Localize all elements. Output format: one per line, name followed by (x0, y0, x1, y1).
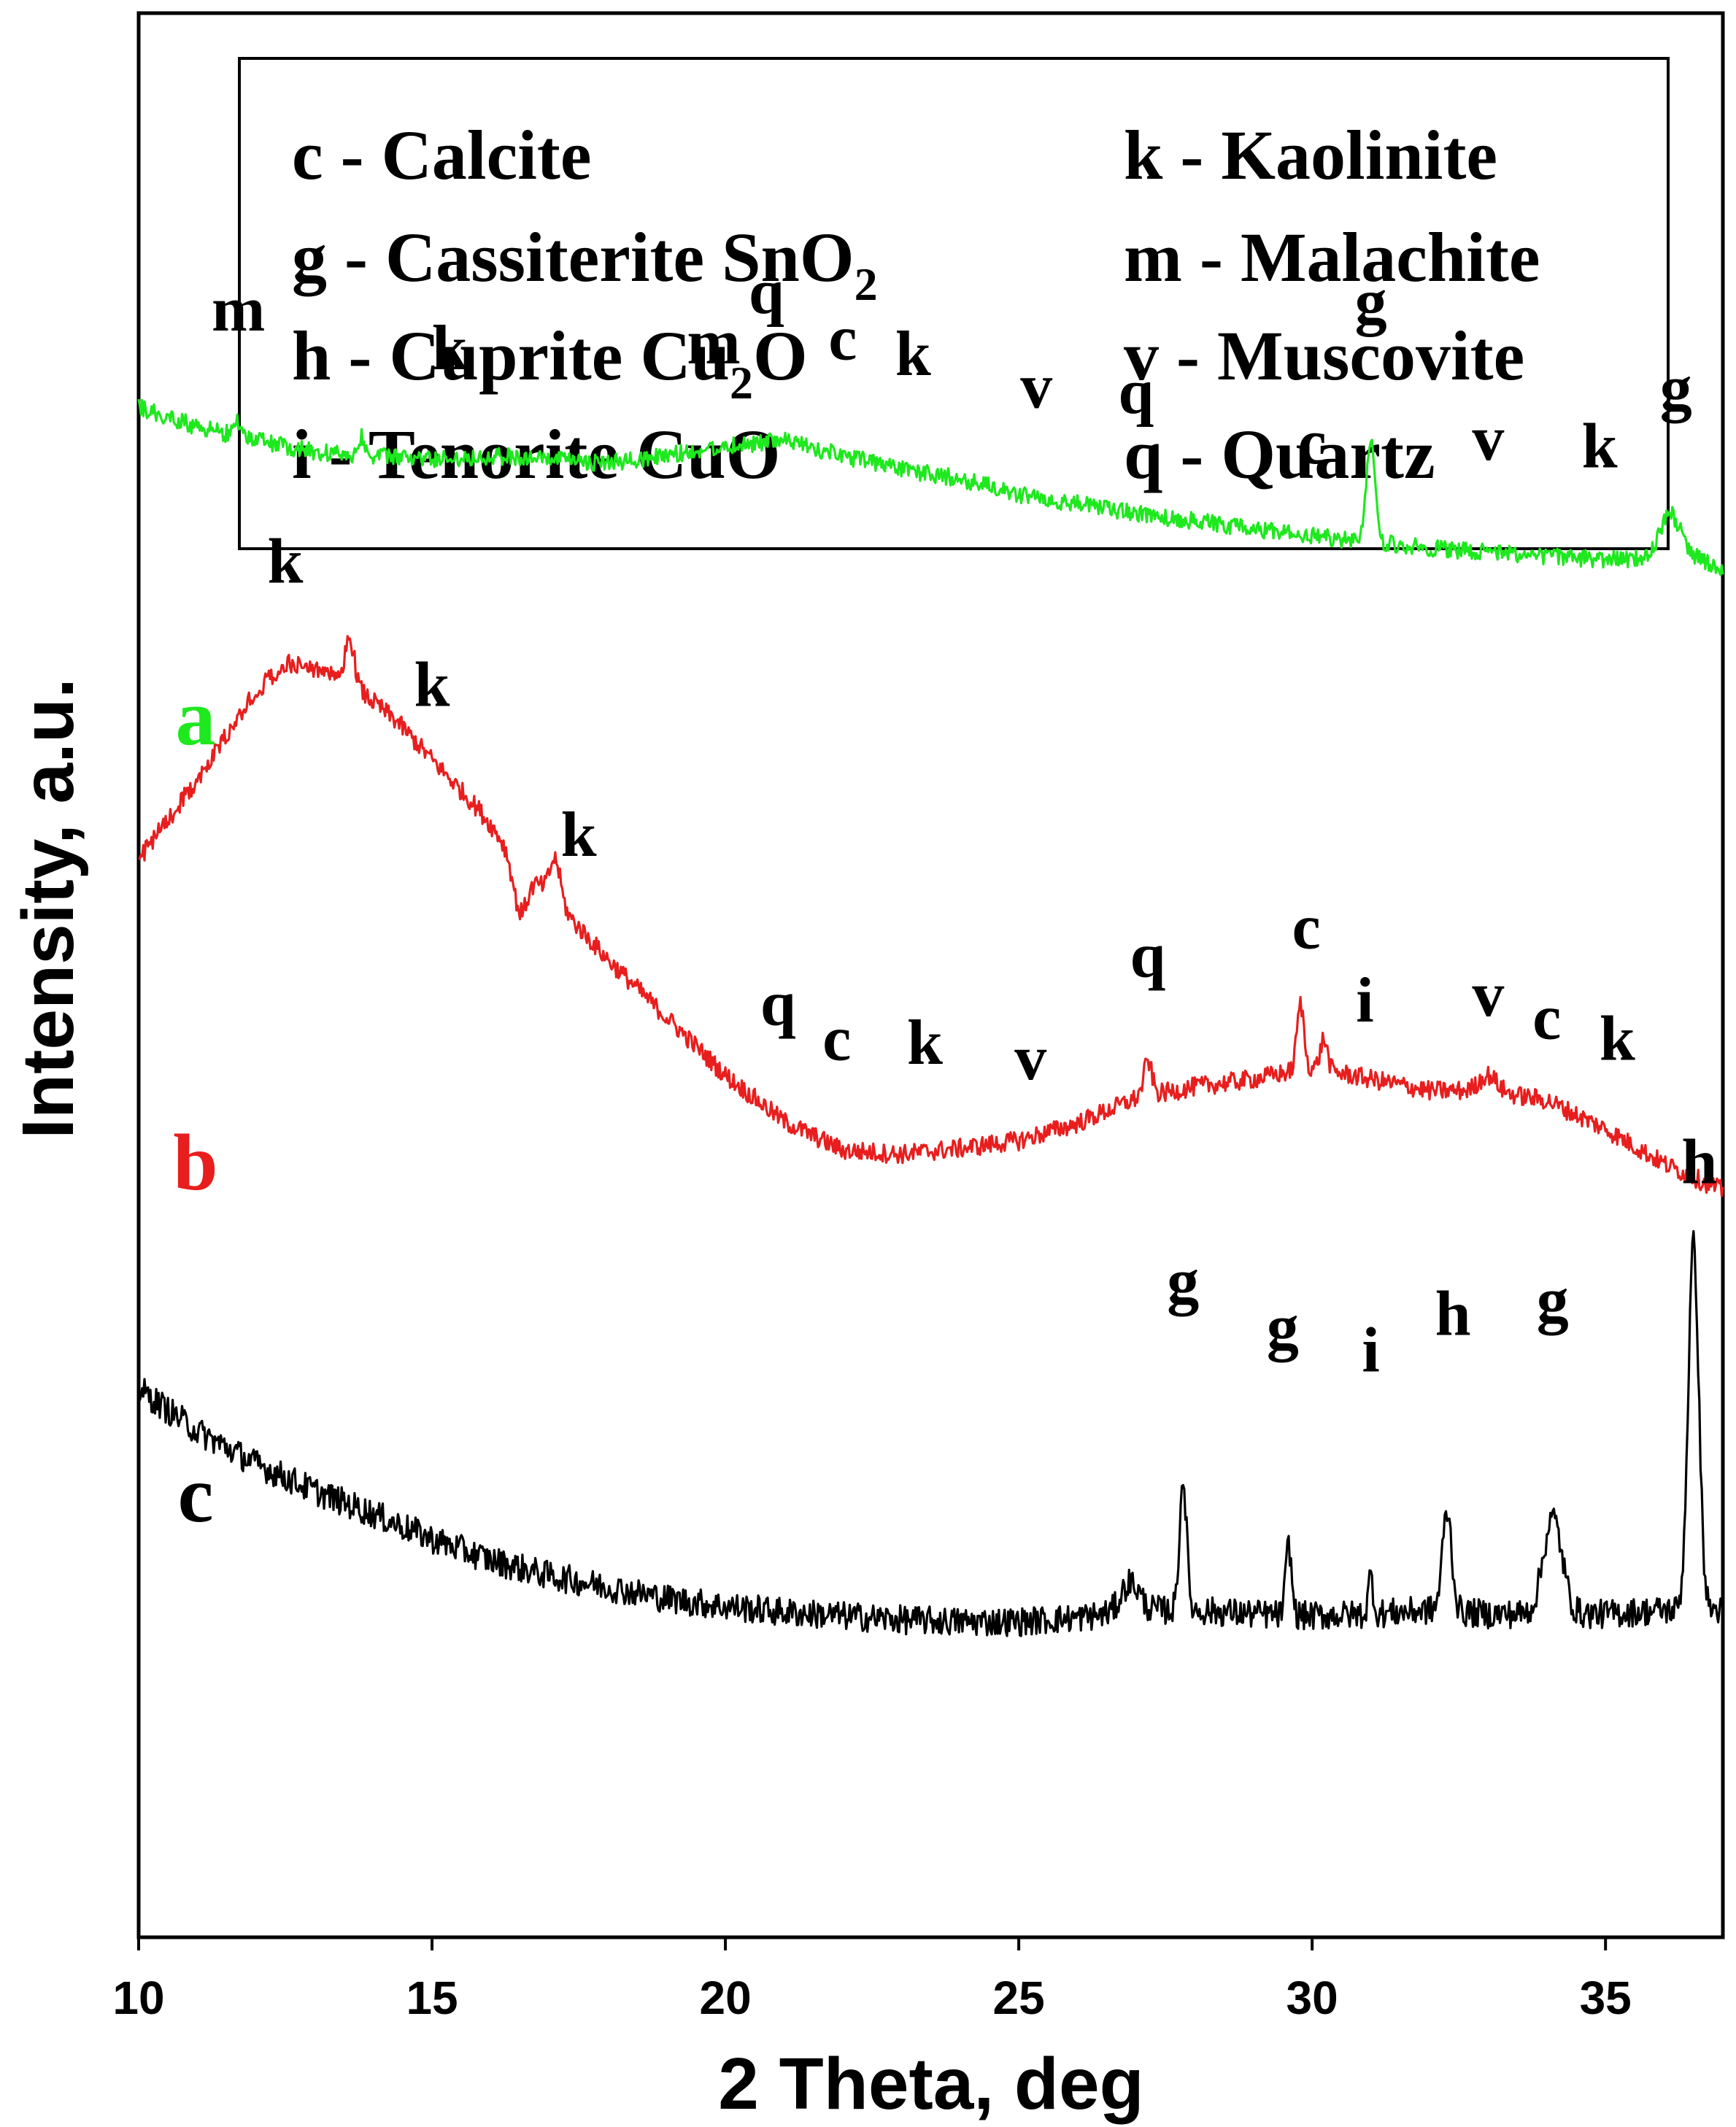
peak-label-b-v: v (1014, 1023, 1046, 1094)
peak-label-b-k: k (268, 527, 304, 598)
peak-label-b-q: q (1130, 921, 1166, 992)
peak-label-a-v: v (1020, 352, 1052, 422)
legend-entry-muscovite: v - Muscovite (1124, 317, 1524, 395)
peak-label-b-c: c (1292, 892, 1321, 963)
peak-label-b-k: k (561, 800, 597, 871)
peak-label-a-k: k (432, 313, 468, 384)
peak-label-b-i: i (1356, 965, 1373, 1036)
peak-label-c-h: h (1435, 1279, 1471, 1350)
x-tick-label-35: 35 (1580, 1972, 1632, 2024)
x-tick-label-15: 15 (406, 1972, 458, 2024)
peak-label-c-g: g (1537, 1265, 1569, 1336)
peak-label-c-i: i (1362, 1316, 1379, 1386)
plot-frame (136, 11, 1725, 1939)
legend-entry-cassiterite-sno: g - Cassiterite SnO2 (292, 218, 878, 310)
peak-label-a-v: v (1472, 404, 1504, 474)
peak-label-b-c: c (822, 1004, 851, 1075)
x-axis-title: 2 Theta, deg (718, 2043, 1143, 2125)
peak-label-c-h: h (1681, 1127, 1717, 1197)
peak-label-b-k: k (414, 649, 450, 720)
peak-label-a-m: m (687, 307, 740, 378)
peak-label-b-c: c (1532, 983, 1561, 1054)
x-axis: 10 15 20 25 30 35 (112, 1937, 1632, 2024)
peak-label-a-m: m (212, 274, 265, 345)
series-group (137, 398, 1724, 1637)
legend-entry-kaolinite: k - Kaolinite (1124, 116, 1497, 194)
peak-label-c-g: g (1167, 1246, 1199, 1317)
peak-label-b-q: q (760, 969, 796, 1040)
x-tick-label-25: 25 (993, 1972, 1045, 2024)
series-c-label: c (178, 1450, 214, 1539)
peak-label-a-k: k (1582, 411, 1618, 482)
peak-label-a-q: q (1118, 358, 1154, 428)
x-tick-label-10: 10 (112, 1972, 164, 2024)
series-a-label: a (176, 673, 216, 762)
x-tick-label-20: 20 (699, 1972, 751, 2024)
peak-label-a-q: q (749, 257, 784, 328)
series-c-line (137, 1230, 1724, 1637)
legend-entry-malachite: m - Malachite (1124, 218, 1540, 296)
peak-label-b-k: k (907, 1008, 943, 1078)
series-b-label: b (173, 1118, 217, 1207)
legend-entry-quartz: q - Quartz (1124, 415, 1435, 493)
peak-label-a-g: g (1660, 353, 1692, 424)
legend-entry-cuprite-cu: h - Cuprite Cu2O (292, 317, 808, 409)
peak-label-b-k: k (1600, 1004, 1635, 1075)
peak-label-c-g: g (1267, 1292, 1299, 1363)
peak-label-a-c: c (828, 304, 857, 374)
peak-label-a-c: c (1298, 407, 1327, 478)
series-b-line (138, 635, 1724, 1197)
legend-box (238, 57, 1670, 550)
peak-label-a-k: k (895, 319, 931, 390)
x-tick-label-30: 30 (1286, 1972, 1338, 2024)
series-a-line (137, 398, 1724, 576)
peak-label-b-v: v (1472, 960, 1504, 1030)
y-axis-title: Intensity, a.u. (7, 678, 89, 1139)
legend-entry-tenorite-cuo: i - Tenorite CuO (292, 415, 780, 493)
legend-entry-calcite: c - Calcite (292, 116, 591, 194)
peak-label-a-g: g (1355, 267, 1387, 338)
